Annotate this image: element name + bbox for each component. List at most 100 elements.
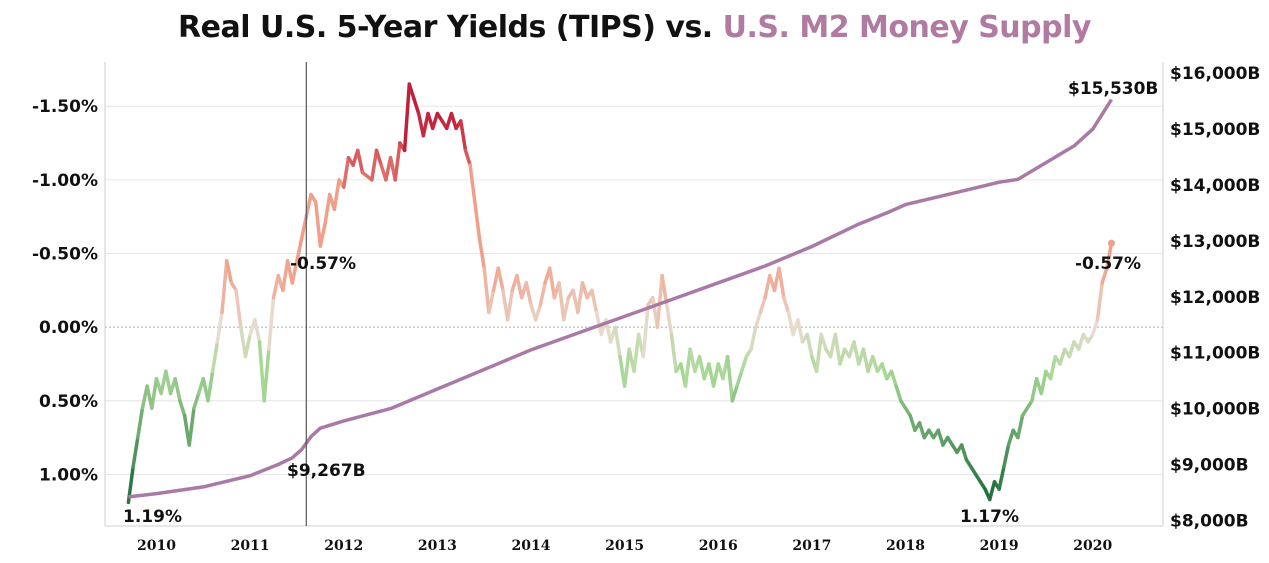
yield-line-segment: [739, 354, 749, 374]
yield-line-segment: [482, 266, 491, 315]
yield-line-segment: [271, 273, 280, 300]
y-right-tick-label: $8,000B: [1170, 511, 1249, 531]
yield-line-segment: [515, 273, 524, 300]
yield-line-segment: [889, 369, 898, 388]
yield-line-segment: [861, 347, 870, 374]
yield-line-segment: [187, 406, 196, 447]
y-right-tick-label: $14,000B: [1170, 176, 1260, 196]
yield-line-segment: [477, 237, 486, 270]
yield-line-segment: [1016, 413, 1025, 440]
y-right-tick-label: $9,000B: [1170, 456, 1249, 476]
x-tick-label: 2014: [512, 538, 551, 554]
yield-line-segment: [505, 288, 515, 322]
yield-line-segment: [173, 376, 182, 403]
yield-line-segment: [959, 443, 969, 462]
yield-line-segment: [533, 303, 543, 322]
y-right-tick-label: $16,000B: [1170, 64, 1260, 84]
x-tick-label: 2015: [605, 538, 644, 554]
yield-line-segment: [819, 332, 828, 351]
yield-line-segment: [253, 318, 262, 344]
yield-line-segment: [342, 155, 351, 189]
y-left-tick-label: -1.00%: [32, 171, 98, 191]
yield-line-segment: [332, 178, 341, 212]
yield-line-segment: [838, 347, 847, 366]
yield-line-segment: [136, 406, 145, 440]
yield-line-segment: [290, 259, 299, 285]
yield-line-segment: [206, 369, 215, 403]
yield-line-segment: [463, 148, 472, 167]
x-tick-label: 2012: [324, 538, 363, 554]
yield-line-segment: [524, 281, 533, 307]
yield-line-segment: [192, 391, 201, 410]
yield-line-segment: [299, 214, 309, 241]
title-part-yields: Real U.S. 5-Year Yields (TIPS) vs.: [178, 10, 713, 45]
annotations: 1.19% -0.57% $9,267B 1.17% -0.57% $15,530B: [123, 79, 1158, 527]
yield-line-segment: [1067, 340, 1076, 359]
yield-line-segment: [1105, 241, 1114, 270]
yield-line-segment: [786, 310, 795, 337]
yield-line-segment: [487, 288, 496, 315]
chart-title: Real U.S. 5-Year Yields (TIPS) vs. U.S. …: [0, 10, 1269, 45]
yield-line-segment: [1100, 266, 1109, 285]
yield-line-segment: [688, 347, 697, 374]
yield-line-segment: [632, 332, 641, 374]
yield-line-segment: [894, 384, 903, 403]
y-right-tick-label: $10,000B: [1170, 400, 1260, 420]
yield-line-segment: [590, 288, 599, 315]
yield-line-segment: [833, 332, 842, 366]
yield-line-segment: [1076, 332, 1086, 351]
yield-line-segment: [782, 295, 791, 315]
yield-line-segment: [777, 266, 786, 300]
x-tick-label: 2019: [980, 538, 1019, 554]
yield-line-segment: [150, 376, 159, 410]
y-left-tick-label: -1.50%: [32, 97, 98, 117]
x-tick-label: 2020: [1073, 538, 1112, 554]
yield-line-segment: [805, 332, 814, 359]
yield-line-segment: [164, 369, 173, 396]
yield-end-point: [1108, 239, 1116, 247]
yield-line-segment: [796, 318, 805, 344]
yield-line-segment: [1095, 281, 1104, 322]
yield-line-segment: [936, 428, 945, 447]
start-yield-label: 1.19%: [123, 507, 182, 527]
yield-line-segment: [917, 421, 926, 440]
yield-line-segment: [407, 82, 416, 101]
x-tick-label: 2018: [886, 538, 925, 554]
axes: [104, 62, 1164, 527]
yield-line-segment: [1048, 354, 1058, 381]
yield-line-segment: [997, 465, 1006, 491]
y-right-tick-label: $12,000B: [1170, 288, 1260, 308]
yield-line-segment: [753, 310, 763, 329]
yield-line-segment: [1002, 443, 1011, 469]
yield-line-segment: [178, 399, 187, 418]
yield-line-segment: [814, 332, 824, 374]
x-tick-label: 2010: [137, 538, 176, 554]
y-right-tick-label: $13,000B: [1170, 232, 1260, 252]
yield-line-segment: [304, 192, 313, 219]
x-tick-label: 2017: [792, 538, 831, 554]
yield-line-segment: [669, 332, 678, 374]
yield-line-segment: [908, 413, 917, 433]
yield-line-segment: [1058, 347, 1067, 366]
yield-line-segment: [697, 354, 706, 381]
yield-line-segment: [665, 303, 674, 337]
yield-line-segment: [562, 295, 571, 322]
yield-line-segment: [880, 362, 889, 381]
yield-line-segment: [313, 200, 323, 248]
m2-line: [128, 98, 1113, 499]
y-left-tick-label: 1.00%: [39, 465, 98, 485]
yield-line-segment: [239, 325, 248, 359]
low-yield-label: 1.17%: [960, 507, 1019, 527]
yield-line-segment: [234, 288, 243, 329]
y-right-tick-label: $15,000B: [1170, 120, 1260, 140]
yield-line-segment: [1039, 369, 1048, 396]
yield-line-segment: [402, 82, 412, 153]
yield-line-segment: [131, 435, 140, 469]
yield-line-segment: [749, 325, 758, 351]
yield-line-segment: [473, 200, 482, 241]
yield-line-segment: [356, 148, 365, 175]
y-right-tick-label: $11,000B: [1170, 344, 1260, 364]
yield-line-segment: [267, 295, 276, 351]
end-yield-label: -0.57%: [1075, 254, 1141, 274]
